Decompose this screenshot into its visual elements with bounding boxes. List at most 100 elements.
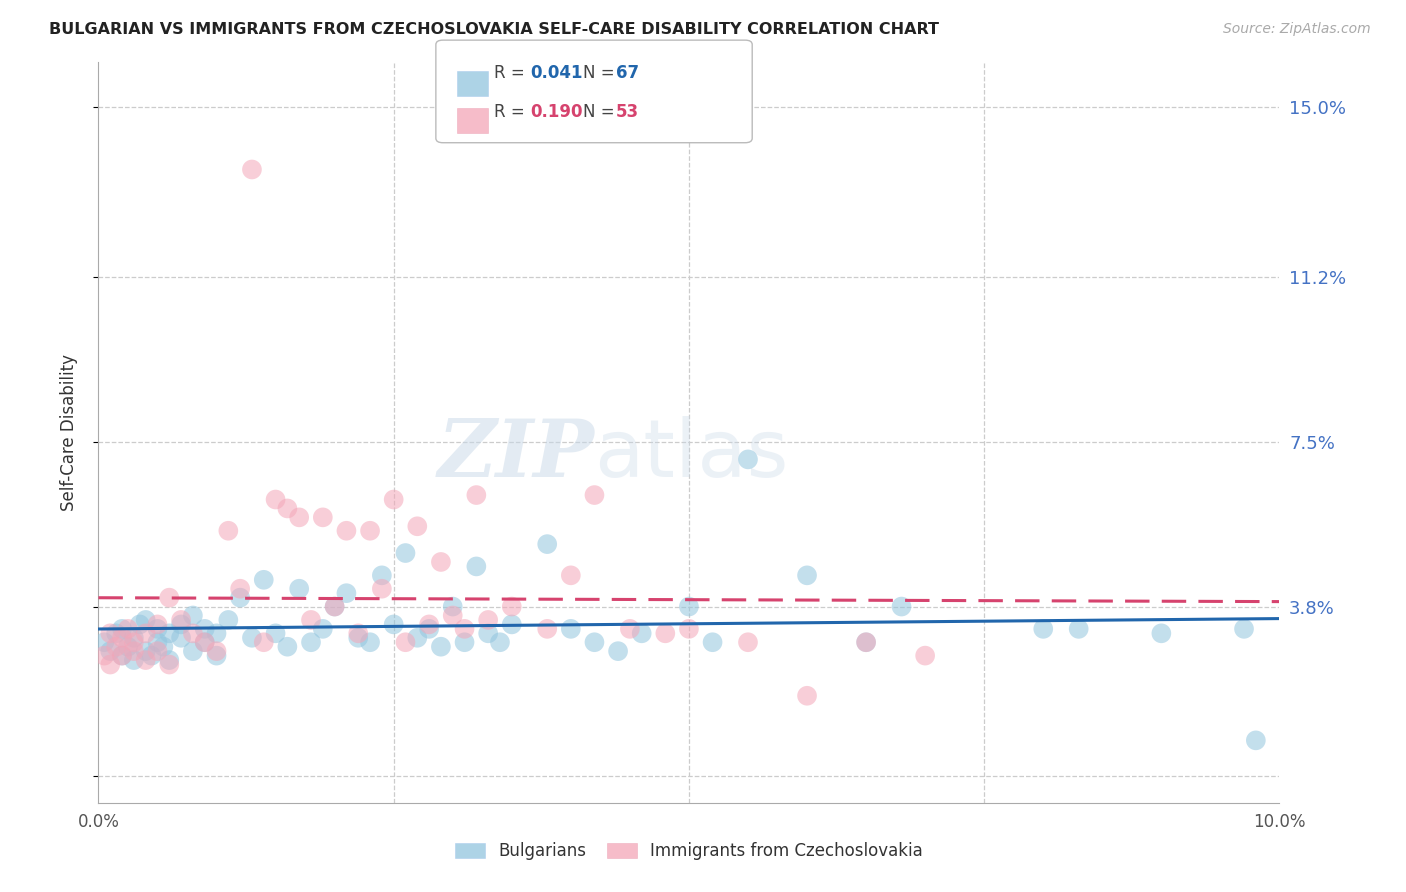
- Bulgarians: [122, 631, 145, 645]
- Bulgarians: [229, 591, 252, 605]
- Bulgarians: [796, 568, 818, 582]
- Bulgarians: [630, 626, 652, 640]
- Immigrants from Czechoslovakia: [560, 568, 582, 582]
- Immigrants from Czechoslovakia: [855, 635, 877, 649]
- Bulgarians: [678, 599, 700, 614]
- Bulgarians: [1233, 622, 1256, 636]
- Immigrants from Czechoslovakia: [536, 622, 558, 636]
- Bulgarians: [855, 635, 877, 649]
- Immigrants from Czechoslovakia: [217, 524, 239, 538]
- Immigrants from Czechoslovakia: [796, 689, 818, 703]
- Immigrants from Czechoslovakia: [194, 635, 217, 649]
- Immigrants from Czechoslovakia: [205, 644, 228, 658]
- Immigrants from Czechoslovakia: [98, 626, 121, 640]
- Bulgarians: [157, 626, 180, 640]
- Text: N =: N =: [583, 103, 620, 121]
- Immigrants from Czechoslovakia: [117, 622, 139, 636]
- Bulgarians: [157, 653, 180, 667]
- Immigrants from Czechoslovakia: [135, 653, 157, 667]
- Bulgarians: [607, 644, 630, 658]
- Bulgarians: [93, 635, 115, 649]
- Bulgarians: [371, 568, 394, 582]
- Immigrants from Czechoslovakia: [406, 519, 429, 533]
- Immigrants from Czechoslovakia: [583, 488, 606, 502]
- Immigrants from Czechoslovakia: [619, 622, 641, 636]
- Immigrants from Czechoslovakia: [382, 492, 405, 507]
- Bulgarians: [583, 635, 606, 649]
- Bulgarians: [181, 608, 204, 623]
- Immigrants from Czechoslovakia: [418, 617, 440, 632]
- Bulgarians: [737, 452, 759, 467]
- Immigrants from Czechoslovakia: [93, 648, 115, 663]
- Immigrants from Czechoslovakia: [122, 635, 145, 649]
- Bulgarians: [117, 640, 139, 654]
- Bulgarians: [276, 640, 298, 654]
- Immigrants from Czechoslovakia: [170, 613, 193, 627]
- Immigrants from Czechoslovakia: [323, 599, 346, 614]
- Bulgarians: [152, 640, 174, 654]
- Text: atlas: atlas: [595, 416, 789, 494]
- Bulgarians: [217, 613, 239, 627]
- Immigrants from Czechoslovakia: [288, 510, 311, 524]
- Immigrants from Czechoslovakia: [477, 613, 499, 627]
- Immigrants from Czechoslovakia: [394, 635, 416, 649]
- Immigrants from Czechoslovakia: [229, 582, 252, 596]
- Immigrants from Czechoslovakia: [335, 524, 357, 538]
- Bulgarians: [105, 626, 128, 640]
- Immigrants from Czechoslovakia: [737, 635, 759, 649]
- Text: Source: ZipAtlas.com: Source: ZipAtlas.com: [1223, 22, 1371, 37]
- Immigrants from Czechoslovakia: [98, 657, 121, 672]
- Immigrants from Czechoslovakia: [181, 626, 204, 640]
- Bulgarians: [181, 644, 204, 658]
- Bulgarians: [98, 644, 121, 658]
- Bulgarians: [194, 622, 217, 636]
- Immigrants from Czechoslovakia: [501, 599, 523, 614]
- Bulgarians: [135, 613, 157, 627]
- Bulgarians: [135, 644, 157, 658]
- Bulgarians: [335, 586, 357, 600]
- Bulgarians: [347, 631, 370, 645]
- Bulgarians: [299, 635, 322, 649]
- Bulgarians: [141, 648, 163, 663]
- Immigrants from Czechoslovakia: [111, 648, 134, 663]
- Bulgarians: [1244, 733, 1267, 747]
- Text: ZIP: ZIP: [437, 416, 595, 493]
- Immigrants from Czechoslovakia: [347, 626, 370, 640]
- Bulgarians: [394, 546, 416, 560]
- Bulgarians: [312, 622, 335, 636]
- Bulgarians: [111, 648, 134, 663]
- Immigrants from Czechoslovakia: [157, 591, 180, 605]
- Immigrants from Czechoslovakia: [122, 644, 145, 658]
- Bulgarians: [288, 582, 311, 596]
- Bulgarians: [205, 626, 228, 640]
- Text: R =: R =: [494, 63, 530, 82]
- Immigrants from Czechoslovakia: [276, 501, 298, 516]
- Text: 53: 53: [616, 103, 638, 121]
- Bulgarians: [1150, 626, 1173, 640]
- Text: 0.190: 0.190: [530, 103, 582, 121]
- Bulgarians: [1032, 622, 1054, 636]
- Bulgarians: [170, 631, 193, 645]
- Bulgarians: [170, 617, 193, 632]
- Text: 0.041: 0.041: [530, 63, 582, 82]
- Bulgarians: [264, 626, 287, 640]
- Immigrants from Czechoslovakia: [299, 613, 322, 627]
- Text: 67: 67: [616, 63, 638, 82]
- Text: BULGARIAN VS IMMIGRANTS FROM CZECHOSLOVAKIA SELF-CARE DISABILITY CORRELATION CHA: BULGARIAN VS IMMIGRANTS FROM CZECHOSLOVA…: [49, 22, 939, 37]
- Bulgarians: [122, 653, 145, 667]
- Immigrants from Czechoslovakia: [359, 524, 381, 538]
- Bulgarians: [253, 573, 276, 587]
- Bulgarians: [240, 631, 263, 645]
- Bulgarians: [430, 640, 453, 654]
- Bulgarians: [890, 599, 912, 614]
- Bulgarians: [406, 631, 429, 645]
- Bulgarians: [382, 617, 405, 632]
- Immigrants from Czechoslovakia: [371, 582, 394, 596]
- Immigrants from Czechoslovakia: [441, 608, 464, 623]
- Immigrants from Czechoslovakia: [914, 648, 936, 663]
- Bulgarians: [146, 635, 169, 649]
- Immigrants from Czechoslovakia: [453, 622, 475, 636]
- Bulgarians: [702, 635, 724, 649]
- Immigrants from Czechoslovakia: [465, 488, 488, 502]
- Immigrants from Czechoslovakia: [430, 555, 453, 569]
